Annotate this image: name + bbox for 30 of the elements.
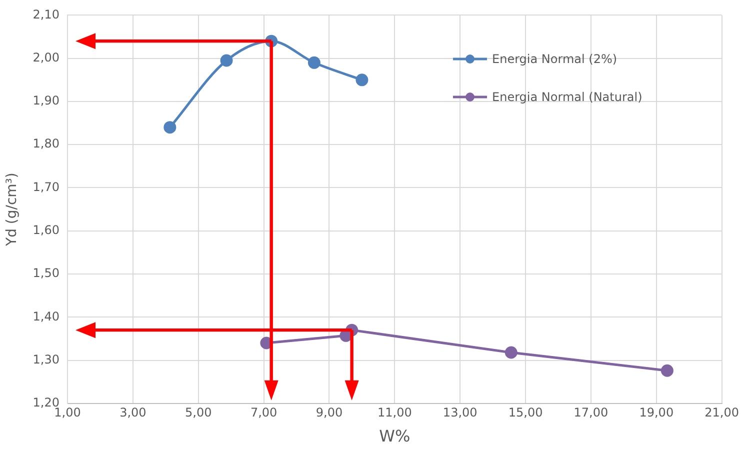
x-tick-label: 3,00 xyxy=(120,406,146,420)
y-axis-title: Yd (g/cm³) xyxy=(4,172,20,247)
x-tick-label: 17,00 xyxy=(574,406,608,420)
point xyxy=(356,74,368,86)
y-tick-label: 1,70 xyxy=(32,180,60,194)
y-tick-label: 1,40 xyxy=(32,309,60,324)
point xyxy=(164,121,176,134)
x-tick-label: 5,00 xyxy=(185,406,212,420)
x-tick-label: 7,00 xyxy=(250,406,278,420)
x-tick-label: 19,00 xyxy=(639,406,674,420)
point xyxy=(660,364,674,377)
x-tick-label: 13,00 xyxy=(442,406,478,420)
y-tick-label: 1,80 xyxy=(32,136,60,151)
y-tick-label: 1,60 xyxy=(32,222,60,237)
y-tick-label: 1,50 xyxy=(32,266,60,280)
legend-label: Energia Normal (Natural) xyxy=(492,90,642,104)
x-tick-label: 15,00 xyxy=(508,406,543,420)
x-tick-label: 9,00 xyxy=(316,406,343,420)
y-tick-label: 1,90 xyxy=(32,94,60,108)
x-tick-label: 1,00 xyxy=(54,406,81,420)
y-tick-label: 1,30 xyxy=(32,352,60,366)
x-tick-label: 21,00 xyxy=(704,406,740,420)
point xyxy=(308,56,320,69)
point xyxy=(220,54,233,67)
point xyxy=(504,346,518,359)
x-axis-title: W% xyxy=(379,426,410,446)
x-tick-label: 11,00 xyxy=(377,406,412,420)
y-tick-label: 2,00 xyxy=(32,50,60,64)
legend-label: Energia Normal (2%) xyxy=(492,52,618,66)
y-tick-label: 2,10 xyxy=(32,7,60,22)
